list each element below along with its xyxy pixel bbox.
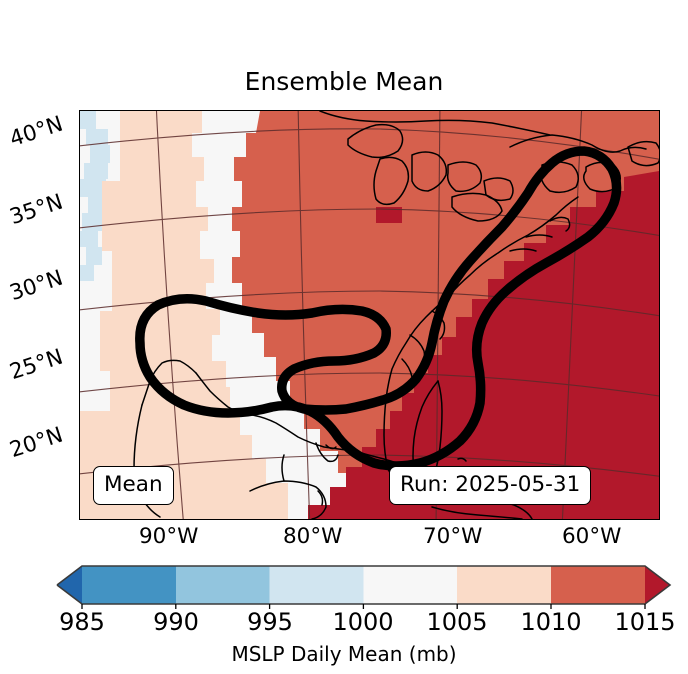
lon-tick-80w: 80°W <box>283 524 343 549</box>
map-svg <box>80 111 659 519</box>
isobar-1015-contour <box>135 146 622 471</box>
colorbar-tick-label-1000: 1000 <box>332 608 394 636</box>
lat-tick-20n: 20°N <box>6 422 67 464</box>
colorbar-extend-right <box>645 566 670 604</box>
colorbar-svg <box>56 565 672 609</box>
colorbar-band-995-1000 <box>269 566 364 604</box>
colorbar-band-1000-1005 <box>363 566 458 604</box>
lon-tick-70w: 70°W <box>423 524 483 549</box>
title-line-1: Ensemble Mean <box>244 67 444 96</box>
colorbar-bands <box>57 566 670 604</box>
band-995-1000 <box>80 111 110 281</box>
mean-label-box: Mean <box>93 466 174 505</box>
lat-tick-25n: 25°N <box>6 344 67 386</box>
coastlines <box>133 111 659 519</box>
run-label-box: Run: 2025-05-31 <box>389 466 592 505</box>
band-above-1015 <box>308 171 659 519</box>
colorbar-tick-label-1010: 1010 <box>520 608 582 636</box>
colorbar-band-1010-1015 <box>551 566 645 604</box>
lon-tick-60w: 60°W <box>562 524 622 549</box>
colorbar-tick-label-985: 985 <box>59 608 105 636</box>
colorbar[interactable]: 985 990 995 1000 1005 1010 1015 MSLP Dai… <box>0 556 688 674</box>
colorbar-tick-label-1005: 1005 <box>426 608 488 636</box>
colorbar-axis-label: MSLP Daily Mean (mb) <box>231 642 457 666</box>
colorbar-tick-label-1015: 1015 <box>614 608 676 636</box>
colorbar-tick-label-990: 990 <box>153 608 199 636</box>
colorbar-tick-label-995: 995 <box>247 608 293 636</box>
map-panel[interactable] <box>79 110 660 520</box>
colorbar-extend-left <box>57 566 82 604</box>
lon-tick-90w: 90°W <box>139 524 199 549</box>
colorbar-ticks <box>81 604 646 609</box>
colorbar-band-990-995 <box>175 566 270 604</box>
colorbar-band-985-990 <box>82 566 176 604</box>
colorbar-band-1005-1010 <box>457 566 551 604</box>
